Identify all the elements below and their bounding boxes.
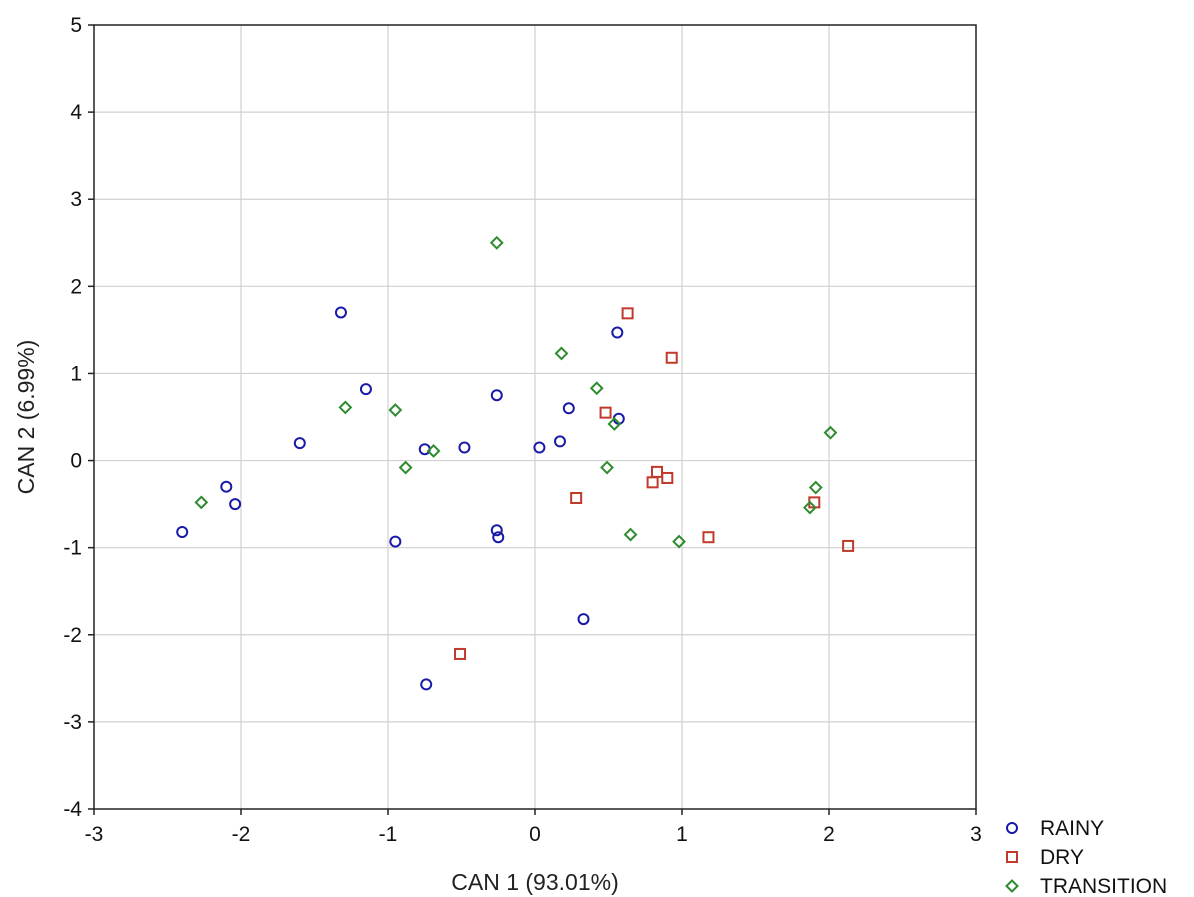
rainy-point xyxy=(220,480,233,493)
legend-marker-dry xyxy=(1006,851,1018,863)
rainy-point xyxy=(420,678,433,691)
y-tick-label: -1 xyxy=(63,537,82,560)
rainy-point xyxy=(553,435,566,448)
transition-point xyxy=(388,403,403,417)
transition-point xyxy=(426,444,441,458)
transition-point xyxy=(398,460,413,475)
dry-point xyxy=(599,406,612,419)
rainy-point xyxy=(492,531,505,544)
rainy-point xyxy=(562,402,575,415)
rainy-point xyxy=(458,441,471,454)
rainy-point xyxy=(490,389,503,402)
x-axis-ticks: -3 -2 -1 0 1 2 3 xyxy=(85,809,982,846)
transition-point xyxy=(823,425,838,440)
rainy-point xyxy=(418,443,431,456)
dry-point xyxy=(665,351,678,364)
rainy-point xyxy=(293,437,306,450)
y-tick-label: -2 xyxy=(63,624,82,647)
x-tick-label: -2 xyxy=(232,823,251,846)
dry-point xyxy=(570,492,583,505)
x-tick-label: 1 xyxy=(676,823,688,846)
series-rainy xyxy=(176,306,625,691)
y-tick-label: 5 xyxy=(70,14,82,37)
legend-marker-rainy xyxy=(1006,822,1018,834)
transition-point xyxy=(338,400,353,415)
y-tick-label: -4 xyxy=(63,798,82,821)
y-tick-label: -3 xyxy=(63,711,82,734)
dry-point xyxy=(842,539,855,552)
dry-point xyxy=(454,647,467,660)
y-axis-title: CAN 2 (6.99%) xyxy=(13,340,39,495)
legend-item-dry: DRY xyxy=(1006,846,1084,869)
dry-point xyxy=(651,465,664,478)
dry-point xyxy=(702,531,715,544)
transition-point xyxy=(554,346,569,361)
legend: RAINY DRY TRANSITION xyxy=(1005,817,1167,897)
rainy-point xyxy=(334,306,347,319)
rainy-point xyxy=(229,498,242,511)
rainy-point xyxy=(577,613,590,626)
legend-label: DRY xyxy=(1040,846,1084,869)
legend-marker-transition xyxy=(1005,879,1019,893)
transition-point xyxy=(600,460,614,475)
transition-point xyxy=(589,381,604,396)
grid xyxy=(94,25,976,809)
rainy-point xyxy=(611,326,624,339)
x-tick-label: -3 xyxy=(85,823,104,846)
transition-point xyxy=(489,235,504,250)
dry-point xyxy=(661,471,674,484)
transition-point xyxy=(607,417,622,431)
y-tick-label: 0 xyxy=(70,450,82,473)
y-tick-label: 3 xyxy=(70,188,82,211)
y-tick-label: 4 xyxy=(70,101,82,124)
series-dry xyxy=(454,307,855,660)
transition-point xyxy=(808,480,823,495)
series-transition xyxy=(194,235,838,549)
rainy-point xyxy=(389,535,402,548)
dry-point xyxy=(621,307,634,320)
dry-point xyxy=(646,476,659,489)
rainy-point xyxy=(533,441,546,454)
transition-point xyxy=(194,495,209,510)
legend-label: RAINY xyxy=(1040,817,1104,840)
x-tick-label: 2 xyxy=(823,823,835,846)
x-tick-label: 0 xyxy=(529,823,541,846)
legend-item-rainy: RAINY xyxy=(1006,817,1104,840)
transition-point xyxy=(623,527,638,542)
y-tick-label: 2 xyxy=(70,275,82,298)
y-axis-ticks: -4 -3 -2 -1 0 1 2 3 4 5 xyxy=(63,14,94,821)
transition-point xyxy=(672,534,686,549)
data-points xyxy=(176,235,855,691)
x-axis-title: CAN 1 (93.01%) xyxy=(451,869,618,895)
legend-item-transition: TRANSITION xyxy=(1005,875,1167,897)
legend-label: TRANSITION xyxy=(1040,875,1167,897)
rainy-point xyxy=(176,525,189,538)
x-tick-label: 3 xyxy=(970,823,982,846)
transition-point xyxy=(802,500,817,515)
rainy-point xyxy=(490,524,503,537)
x-tick-label: -1 xyxy=(379,823,398,846)
rainy-point xyxy=(359,383,372,396)
y-tick-label: 1 xyxy=(70,362,82,385)
